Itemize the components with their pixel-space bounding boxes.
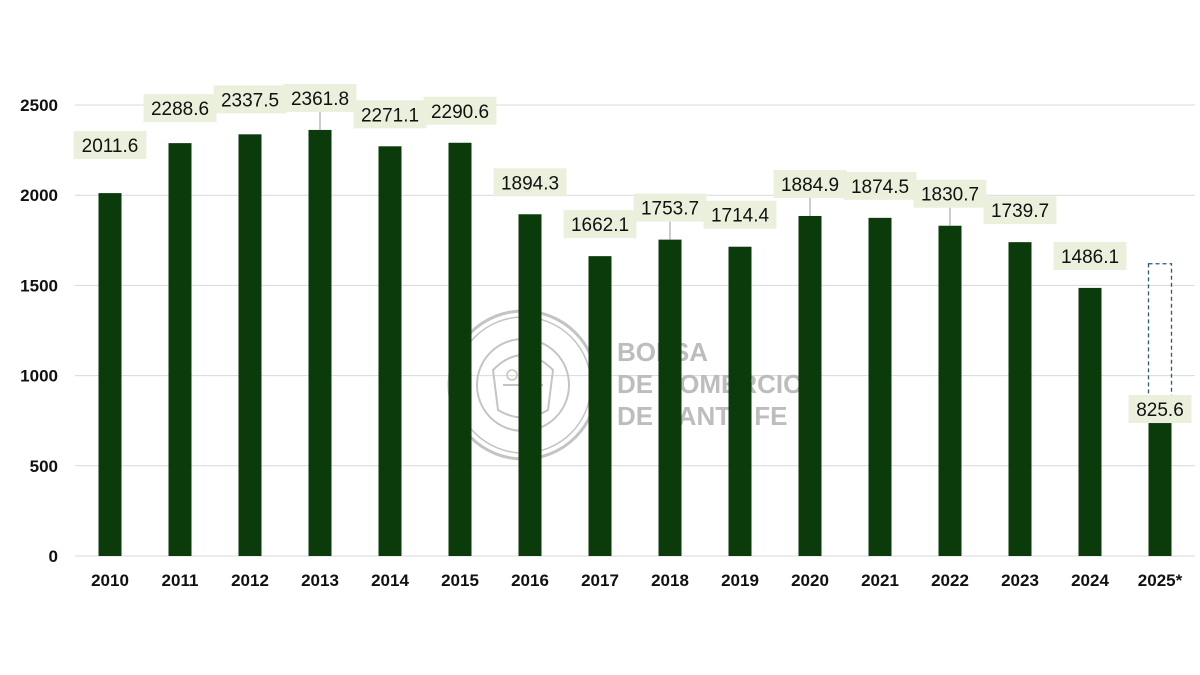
bar bbox=[168, 143, 192, 556]
data-label: 1884.9 bbox=[781, 175, 839, 196]
data-label: 2290.6 bbox=[431, 102, 489, 123]
data-label-box bbox=[843, 171, 917, 200]
bar bbox=[518, 214, 542, 556]
bar bbox=[728, 246, 752, 557]
data-label-box bbox=[283, 83, 357, 112]
data-label: 2337.5 bbox=[221, 90, 279, 111]
bar bbox=[448, 142, 472, 556]
data-label: 1714.4 bbox=[711, 206, 770, 227]
data-label-box bbox=[983, 196, 1057, 225]
y-tick-label: 2500 bbox=[20, 96, 58, 115]
data-label-box bbox=[1128, 395, 1192, 424]
data-labels: 2011.6 2288.6 2337.5 2361.8 2271.1 2290.6 1894… bbox=[73, 83, 1192, 424]
data-label-box bbox=[493, 168, 567, 197]
bar bbox=[1008, 242, 1032, 556]
data-label-box bbox=[213, 85, 287, 114]
x-tick-label: 2016 bbox=[511, 571, 549, 590]
bar bbox=[868, 217, 892, 556]
x-tick-label: 2013 bbox=[301, 571, 339, 590]
watermark-line-3: DE SANTA FE bbox=[617, 401, 787, 431]
x-tick-label: 2025* bbox=[1138, 571, 1183, 590]
bar bbox=[308, 129, 332, 556]
data-label-box bbox=[633, 193, 707, 222]
bars bbox=[98, 129, 1173, 557]
x-tick-label: 2018 bbox=[651, 571, 689, 590]
bar bbox=[588, 256, 612, 556]
y-tick-label: 1500 bbox=[20, 276, 58, 295]
data-label-box bbox=[1053, 241, 1127, 270]
x-tick-label: 2023 bbox=[1001, 571, 1039, 590]
data-label: 1830.7 bbox=[921, 185, 979, 206]
data-label: 2288.6 bbox=[151, 99, 209, 120]
data-label-box bbox=[563, 210, 637, 239]
x-tick-label: 2020 bbox=[791, 571, 829, 590]
data-label-box bbox=[913, 179, 987, 208]
x-tick-label: 2012 bbox=[231, 571, 269, 590]
data-label: 825.6 bbox=[1136, 400, 1184, 421]
data-label-box bbox=[423, 96, 497, 125]
bar bbox=[378, 146, 402, 556]
watermark-line-2: DE COMERCIO bbox=[617, 369, 803, 399]
data-label: 1894.3 bbox=[501, 173, 559, 194]
x-tick-label: 2015 bbox=[441, 571, 479, 590]
bar bbox=[1148, 407, 1172, 556]
x-tick-label: 2024 bbox=[1071, 571, 1109, 590]
x-tick-label: 2014 bbox=[371, 571, 409, 590]
y-tick-label: 0 bbox=[49, 547, 58, 566]
data-label: 1662.1 bbox=[571, 215, 629, 236]
data-label: 2361.8 bbox=[291, 89, 349, 110]
data-label-box bbox=[773, 169, 847, 198]
x-tick-label: 2017 bbox=[581, 571, 619, 590]
bar bbox=[798, 215, 822, 556]
bar bbox=[238, 134, 262, 556]
data-label-box bbox=[73, 131, 147, 160]
data-label-box bbox=[143, 94, 217, 123]
data-label: 1753.7 bbox=[641, 199, 699, 220]
data-label-box bbox=[353, 100, 427, 129]
y-tick-label: 500 bbox=[30, 457, 58, 476]
data-label-box bbox=[703, 200, 777, 229]
data-label: 2271.1 bbox=[361, 105, 419, 126]
data-label: 1874.5 bbox=[851, 177, 909, 198]
bar bbox=[98, 193, 122, 556]
y-tick-label: 1000 bbox=[20, 367, 58, 386]
bar bbox=[938, 225, 962, 557]
x-tick-label: 2011 bbox=[162, 571, 199, 590]
data-label: 1486.1 bbox=[1061, 247, 1119, 268]
x-tick-label: 2022 bbox=[931, 571, 969, 590]
bar bbox=[658, 239, 682, 557]
y-axis: 0 500 1000 1500 2000 2500 bbox=[20, 96, 58, 566]
x-tick-label: 2010 bbox=[91, 571, 129, 590]
x-tick-label: 2019 bbox=[721, 571, 759, 590]
bar bbox=[1078, 287, 1102, 556]
x-tick-label: 2021 bbox=[861, 571, 899, 590]
data-label: 1739.7 bbox=[991, 201, 1049, 222]
x-axis: 2010 2011 2012 2013 2014 2015 2016 2017 2018 2019… bbox=[91, 571, 1183, 590]
y-tick-label: 2000 bbox=[20, 186, 58, 205]
data-label: 2011.6 bbox=[82, 136, 139, 157]
